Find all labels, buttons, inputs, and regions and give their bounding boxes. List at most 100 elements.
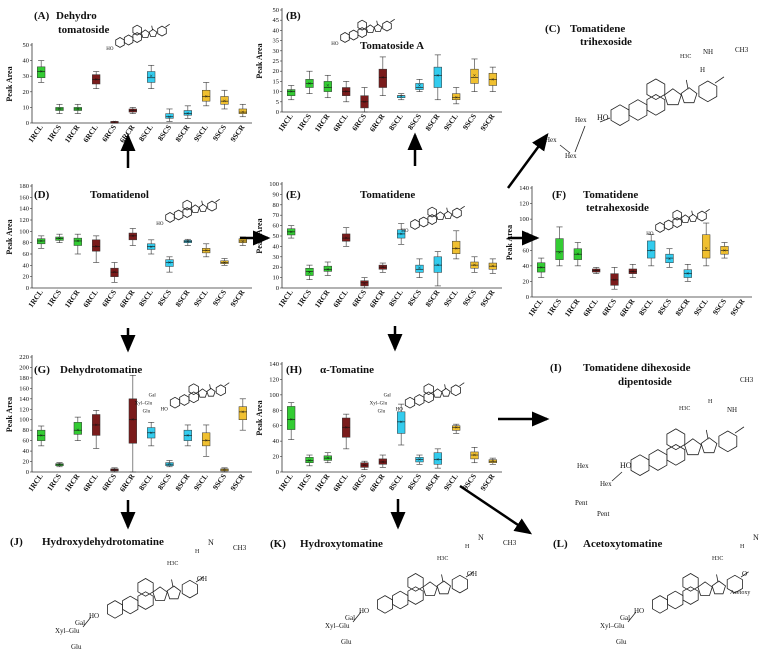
mean-marker: × bbox=[39, 239, 42, 245]
box-iqr bbox=[128, 398, 137, 444]
mean-marker: × bbox=[381, 265, 384, 271]
atom-label: H3C bbox=[437, 556, 448, 562]
atom-label: H3C bbox=[680, 54, 691, 60]
atom-label: N bbox=[478, 533, 484, 542]
mean-marker: × bbox=[76, 428, 79, 434]
mean-marker: × bbox=[649, 248, 652, 254]
methyl-bond bbox=[151, 25, 153, 31]
mean-marker: × bbox=[539, 265, 542, 271]
box-iqr bbox=[202, 89, 211, 102]
box-E-1RCL: × bbox=[287, 225, 296, 239]
x-tick-label: 6RCL bbox=[331, 472, 350, 493]
atom-label: HO bbox=[401, 229, 409, 234]
x-tick-label: 9SCR bbox=[728, 297, 746, 318]
y-tick-label: 120 bbox=[269, 376, 279, 383]
x-tick-label: 1RCR bbox=[63, 472, 82, 494]
atom-label: Gal bbox=[345, 614, 355, 622]
ring-pentagon bbox=[697, 581, 713, 596]
mean-marker: × bbox=[381, 75, 384, 81]
y-tick-label: 80 bbox=[273, 202, 280, 209]
ring-pentagon bbox=[436, 580, 451, 595]
mean-marker: × bbox=[76, 107, 79, 113]
mean-marker: × bbox=[704, 247, 707, 253]
mean-marker: × bbox=[436, 263, 439, 269]
mean-marker: × bbox=[381, 460, 384, 466]
y-tick-label: 80 bbox=[23, 240, 30, 247]
box-G-6RCR: × bbox=[128, 374, 137, 473]
atom-label: CH3 bbox=[735, 46, 749, 54]
box-F-9SCL: × bbox=[702, 222, 711, 267]
box-H-6RCS: × bbox=[360, 460, 369, 470]
box-A-1RCL: × bbox=[37, 60, 46, 83]
mean-marker: × bbox=[454, 96, 457, 102]
panel-label-F: (F) bbox=[552, 189, 566, 201]
y-tick-label: 30 bbox=[23, 73, 30, 80]
box-iqr bbox=[147, 71, 156, 83]
ring-hexagon bbox=[698, 80, 718, 103]
mean-marker: × bbox=[58, 107, 61, 113]
x-tick-label: 8SCR bbox=[673, 297, 691, 318]
atom-label: H bbox=[465, 544, 470, 550]
ring-hexagon bbox=[132, 24, 142, 36]
y-tick-label: 40 bbox=[23, 448, 30, 455]
box-E-9SCS: × bbox=[470, 256, 479, 273]
box-D-8SCL: × bbox=[147, 239, 156, 255]
y-tick-label: 120 bbox=[19, 406, 29, 413]
structure-H: HO Xyl–Glu Gal Glu bbox=[370, 382, 465, 414]
box-A-6RCR: × bbox=[128, 107, 137, 115]
ring-hexagon bbox=[357, 27, 367, 38]
atom-label: HO bbox=[359, 607, 369, 615]
ring-hexagon bbox=[628, 99, 648, 121]
x-tick-label: 1RCS bbox=[45, 472, 63, 493]
ring-hexagon bbox=[404, 396, 416, 409]
box-H-9SCL: × bbox=[452, 423, 461, 434]
methyl-bond bbox=[460, 205, 465, 210]
mean-marker: × bbox=[186, 240, 189, 246]
mean-marker: × bbox=[223, 261, 226, 267]
ring-hexagon bbox=[423, 391, 434, 404]
panel-label-A: (A) bbox=[34, 10, 50, 22]
atom-label: NH bbox=[727, 406, 737, 414]
methyl-bond bbox=[165, 23, 170, 28]
x-tick-label: 9SCS bbox=[711, 297, 728, 317]
ring-hexagon bbox=[207, 200, 217, 212]
mean-marker: × bbox=[39, 70, 42, 76]
ring-hexagon bbox=[610, 104, 630, 126]
mean-marker: × bbox=[113, 270, 116, 276]
atom-label: Gal bbox=[620, 614, 630, 622]
atom-label: HO bbox=[161, 407, 169, 412]
mean-marker: × bbox=[204, 249, 207, 255]
mean-marker: × bbox=[491, 264, 494, 270]
y-tick-label: 100 bbox=[269, 392, 279, 399]
x-tick-label: 8SCR bbox=[173, 472, 191, 493]
x-tick-label: 1RCS bbox=[545, 297, 563, 318]
x-tick-label: 6RCL bbox=[581, 297, 600, 318]
atom-label: Glu bbox=[378, 409, 386, 414]
box-H-8SCR: × bbox=[433, 448, 442, 469]
mean-marker: × bbox=[131, 418, 134, 424]
mean-marker: × bbox=[113, 468, 116, 474]
ring-hexagon bbox=[392, 590, 409, 610]
atom-label: H bbox=[700, 66, 705, 74]
mean-marker: × bbox=[613, 278, 616, 284]
mean-marker: × bbox=[668, 257, 671, 263]
ring-pentagon bbox=[206, 387, 216, 397]
atom-label: Glu bbox=[143, 409, 151, 414]
box-F-8SCL: × bbox=[647, 234, 656, 267]
mean-marker: × bbox=[241, 240, 244, 246]
ring-pentagon bbox=[140, 29, 150, 38]
arrow-E-to-C bbox=[506, 132, 549, 189]
box-iqr bbox=[73, 422, 82, 435]
box-B-1RCL: × bbox=[287, 85, 296, 101]
mean-marker: × bbox=[94, 245, 97, 251]
ring-hexagon bbox=[423, 383, 434, 396]
ring-hexagon bbox=[122, 595, 139, 615]
ring-hexagon bbox=[726, 574, 743, 594]
y-tick-label: 40 bbox=[273, 27, 280, 34]
atom-label: Pent bbox=[597, 510, 610, 518]
ring-hexagon bbox=[697, 210, 707, 222]
panel-title-I: Tomatidene dihexoside bbox=[583, 362, 691, 374]
ring-pentagon bbox=[148, 28, 158, 37]
mean-marker: × bbox=[454, 425, 457, 431]
